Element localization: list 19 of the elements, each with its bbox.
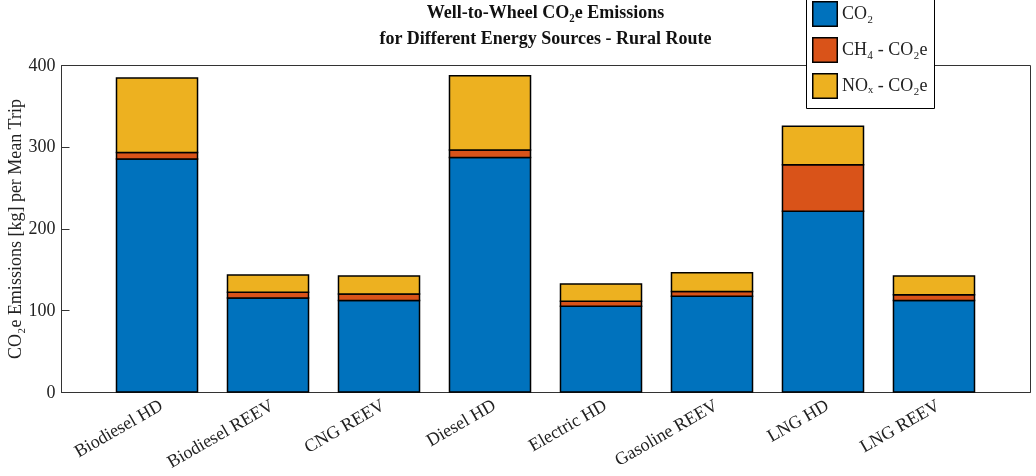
- bar: [226, 297, 310, 393]
- y-axis-title: CO₂e Emissions [kg] per Mean Trip: [4, 99, 25, 359]
- y-tick-label: 0: [46, 381, 56, 402]
- bar: [670, 295, 754, 393]
- chart-title: Well-to-Wheel CO₂e Emissions: [426, 2, 665, 22]
- bar: [559, 305, 643, 393]
- y-tick-label: 300: [28, 136, 56, 157]
- bar: [892, 299, 976, 393]
- y-tick-label: 400: [28, 54, 56, 75]
- bar: [559, 283, 643, 303]
- legend-label: CH₄ - CO₂e: [842, 39, 928, 59]
- x-tick-label: LNG HD: [763, 394, 832, 446]
- bar: [337, 299, 421, 393]
- y-tick-label: 200: [28, 218, 56, 238]
- chart-subtitle: for Different Energy Sources - Rural Route: [379, 28, 712, 48]
- bar: [670, 271, 754, 293]
- y-tick-label: 100: [28, 299, 56, 320]
- legend-label: NOₓ - CO₂e: [842, 75, 928, 95]
- legend-label: CO₂: [842, 3, 874, 23]
